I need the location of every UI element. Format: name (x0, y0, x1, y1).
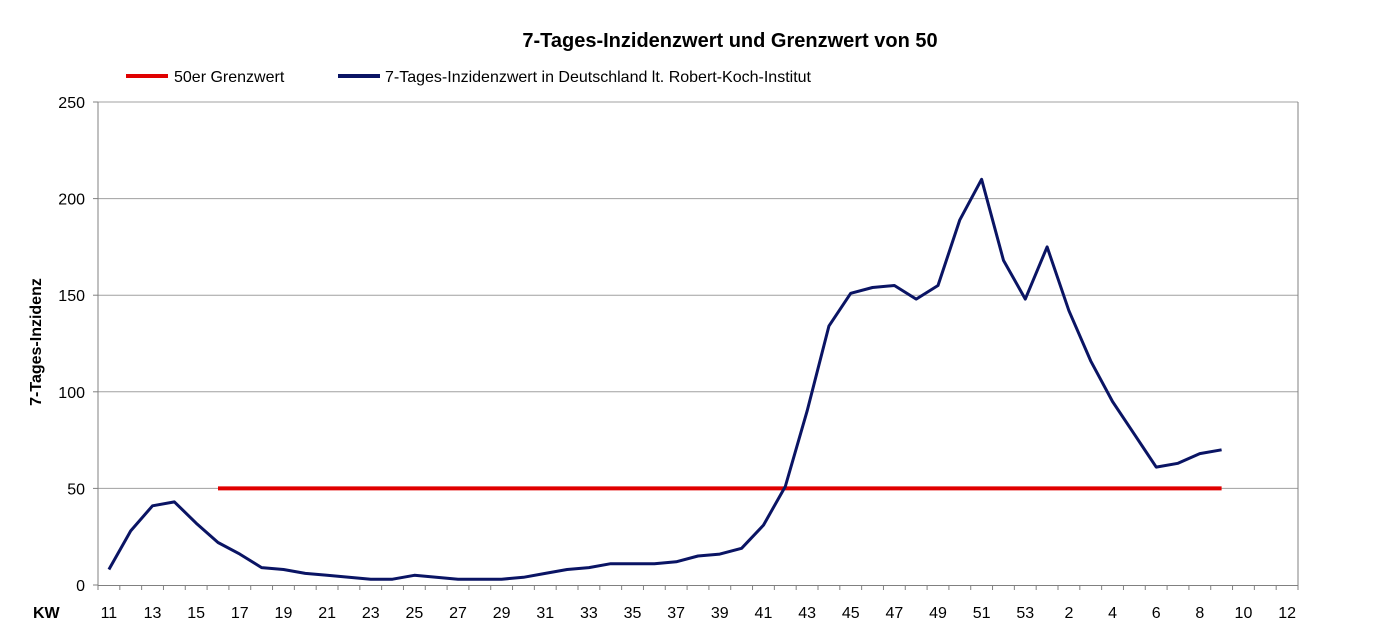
x-tick-label: 4 (1108, 605, 1117, 622)
x-tick-label: 51 (973, 605, 991, 622)
gridlines (98, 101, 1298, 489)
legend: 50er Grenzwert 7-Tages-Inzidenzwert in D… (126, 69, 812, 86)
x-tick-label: 33 (580, 605, 598, 622)
y-tick-label: 250 (58, 95, 85, 112)
y-tick-label: 150 (58, 288, 85, 305)
x-tick-label: 47 (885, 605, 903, 622)
x-axis-ticks: 11 13 15 17 19 21 23 25 27 29 31 33 35 37 39 41 43 45 47 49… (97, 585, 1299, 622)
x-tick-label: 21 (318, 605, 336, 622)
x-tick-label: 53 (1016, 605, 1034, 622)
x-tick-label: 49 (929, 605, 947, 622)
x-tick-label: 27 (449, 605, 467, 622)
x-tick-label: 15 (187, 605, 205, 622)
x-tick-label: 6 (1152, 605, 1161, 622)
y-tick-label: 200 (58, 192, 85, 209)
x-tick-label: 8 (1195, 605, 1204, 622)
legend-label-inzidenz: 7-Tages-Inzidenzwert in Deutschland lt. … (385, 69, 812, 86)
axes (97, 102, 1299, 586)
y-tick-label: 100 (58, 385, 85, 402)
legend-label-grenzwert: 50er Grenzwert (174, 69, 285, 86)
x-tick-label: 43 (798, 605, 816, 622)
y-tick-label: 0 (76, 578, 85, 595)
series-group (107, 177, 1222, 581)
x-tick-label: 2 (1064, 605, 1073, 622)
x-tick-label: 37 (667, 605, 685, 622)
x-tick-label: 31 (536, 605, 554, 622)
x-tick-label: 25 (405, 605, 423, 622)
x-tick-label: 13 (144, 605, 162, 622)
x-tick-label: 39 (711, 605, 729, 622)
chart-title: 7-Tages-Inzidenzwert und Grenzwert von 5… (522, 30, 937, 52)
series-line-inzidenz (107, 177, 1222, 581)
y-tick-label: 50 (67, 481, 85, 498)
y-axis-ticks: 0 50 100 150 200 250 (58, 95, 98, 595)
x-tick-label: 35 (624, 605, 642, 622)
x-tick-label: 17 (231, 605, 249, 622)
x-tick-label: 10 (1235, 605, 1253, 622)
x-axis-label: KW (33, 605, 61, 622)
x-tick-label: 45 (842, 605, 860, 622)
x-tick-label: 23 (362, 605, 380, 622)
x-tick-label: 19 (275, 605, 293, 622)
x-tick-label: 41 (755, 605, 773, 622)
y-axis-label: 7-Tages-Inzidenz (28, 278, 45, 406)
x-tick-label: 12 (1278, 605, 1296, 622)
x-tick-label: 11 (101, 605, 118, 622)
x-tick-label: 29 (493, 605, 511, 622)
